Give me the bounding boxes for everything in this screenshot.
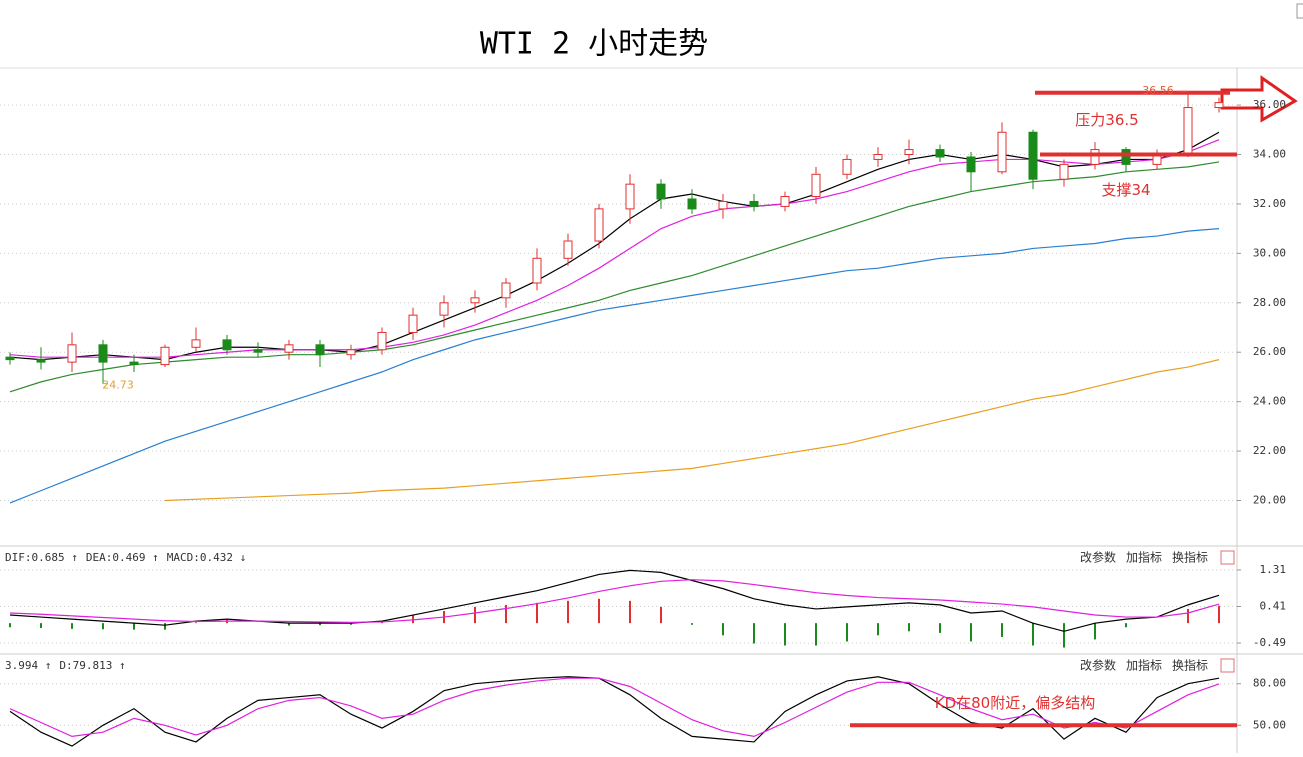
indicator-button[interactable]: 换指标 xyxy=(1172,658,1208,673)
y-tick-label: 1.31 xyxy=(1260,563,1287,576)
candle-body xyxy=(346,349,356,356)
candle-body xyxy=(873,154,883,160)
candle-body xyxy=(1214,102,1224,109)
candle-body xyxy=(718,200,728,210)
moving-average xyxy=(9,139,1220,358)
legend-entry: DIF:0.685 ↑ xyxy=(5,551,78,564)
candle-body xyxy=(1090,149,1100,165)
candle-body xyxy=(129,361,139,366)
annotation: 支撑34 xyxy=(1101,181,1150,199)
y-tick-label: 36.00 xyxy=(1253,98,1286,111)
kd-line xyxy=(9,677,1220,737)
legend-entry: D:79.813 ↑ xyxy=(59,659,125,672)
candle-body xyxy=(1028,131,1038,180)
moving-average xyxy=(9,228,1220,504)
y-tick-label: 22.00 xyxy=(1253,444,1286,457)
indicator-button[interactable]: 改参数 xyxy=(1080,550,1116,565)
moving-average xyxy=(9,161,1220,393)
indicator-button[interactable]: 加指标 xyxy=(1126,550,1162,565)
indicator-button[interactable]: 改参数 xyxy=(1080,658,1116,673)
candle-body xyxy=(470,297,480,304)
candle-body xyxy=(811,173,821,198)
y-tick-label: 24.00 xyxy=(1253,395,1286,408)
close-button[interactable] xyxy=(1220,550,1235,565)
candle-body xyxy=(532,257,542,284)
candle-body xyxy=(625,183,635,210)
y-tick-label: 80.00 xyxy=(1253,677,1286,690)
indicator-button[interactable]: 加指标 xyxy=(1126,658,1162,673)
candle-body xyxy=(594,208,604,242)
y-tick-label: 26.00 xyxy=(1253,345,1286,358)
candle-body xyxy=(253,349,263,353)
candle-body xyxy=(67,344,77,363)
y-tick-label: 34.00 xyxy=(1253,148,1286,161)
candle-body xyxy=(439,302,449,316)
y-tick-label: 32.00 xyxy=(1253,197,1286,210)
candle-body xyxy=(408,314,418,333)
candle-body xyxy=(1183,107,1193,156)
candle-body xyxy=(501,282,511,299)
y-tick-label: 0.41 xyxy=(1260,600,1287,613)
candle-body xyxy=(1059,163,1069,180)
candle-body xyxy=(935,149,945,158)
annotation: 压力36.5 xyxy=(1075,111,1138,129)
macd-line xyxy=(9,569,1220,632)
candle-body xyxy=(656,183,666,200)
price-label: 36.56 xyxy=(1142,84,1174,97)
candle-body xyxy=(284,344,294,353)
legend-entry: 3.994 ↑ xyxy=(5,659,51,672)
y-tick-label: 20.00 xyxy=(1253,494,1286,507)
arrow xyxy=(1220,75,1298,123)
candle-body xyxy=(191,339,201,348)
window-control[interactable] xyxy=(1296,3,1303,19)
moving-average xyxy=(9,131,1220,361)
candle-body xyxy=(222,339,232,351)
candle-body xyxy=(997,131,1007,173)
candle-body xyxy=(5,356,15,361)
y-tick-label: 28.00 xyxy=(1253,296,1286,309)
moving-average xyxy=(164,359,1220,502)
chart-title: WTI 2 小时走势 xyxy=(480,27,708,62)
candle-body xyxy=(904,149,914,156)
candle-body xyxy=(780,196,790,207)
candle-body xyxy=(563,240,573,259)
candle-body xyxy=(966,156,976,173)
candle-body xyxy=(377,331,387,351)
price-label: 24.73 xyxy=(102,379,134,392)
close-button[interactable] xyxy=(1220,658,1235,673)
legend-entry: MACD:0.432 ↓ xyxy=(167,551,246,564)
candle-body xyxy=(842,158,852,175)
candle-body xyxy=(315,344,325,356)
y-tick-label: 30.00 xyxy=(1253,246,1286,259)
candle-body xyxy=(1121,149,1131,165)
candle-body xyxy=(98,344,108,363)
annotation: KD在80附近，偏多结构 xyxy=(935,694,1095,712)
y-tick-label: 50.00 xyxy=(1253,718,1286,731)
legend-entry: DEA:0.469 ↑ xyxy=(86,551,159,564)
candle-body xyxy=(749,200,759,207)
y-tick-label: -0.49 xyxy=(1253,636,1286,649)
candle-body xyxy=(160,346,170,366)
candle-body xyxy=(36,359,46,363)
macd-line xyxy=(9,579,1220,623)
indicator-button[interactable]: 换指标 xyxy=(1172,550,1208,565)
candle-body xyxy=(687,198,697,210)
